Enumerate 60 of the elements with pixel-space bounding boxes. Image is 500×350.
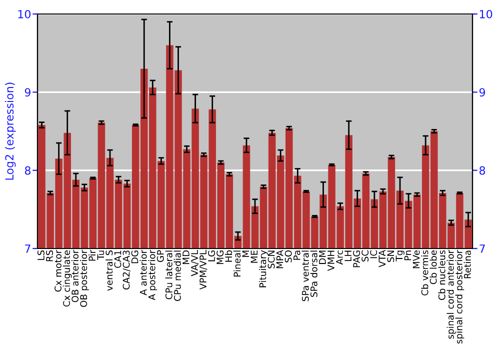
x-tick-label: spinal cord posterior (455, 250, 464, 344)
x-tick-label: IC (370, 250, 378, 258)
x-tick-label: CA2/CA3 (122, 250, 130, 290)
x-tick-label: Cx cingulate (62, 250, 72, 307)
y-axis-title: Log2 (expression) (4, 82, 16, 180)
y2-tick-label: 10 (480, 10, 492, 18)
x-tick-label: LH (344, 250, 352, 261)
y2-tick-label: 7 (480, 244, 485, 253)
x-tick-label: SPa dorsal (310, 250, 318, 297)
x-tick-label: Pituitary (259, 250, 268, 288)
x-tick-label: SCN (268, 250, 275, 268)
x-tick-label: LG (208, 250, 216, 262)
y2-tick-label: 8 (480, 166, 486, 175)
x-tick-label: A posterior (148, 250, 158, 300)
x-tick-label: Hb (224, 250, 232, 262)
x-tick-label: MVe (412, 250, 420, 268)
x-tick-label: A anterior (140, 250, 147, 296)
x-tick-label: SPa ventral (302, 250, 309, 302)
x-tick-label: Cx motor (54, 250, 62, 292)
x-tick-label: Pn (404, 250, 412, 260)
x-tick-label: DM (319, 250, 326, 264)
x-tick-label: Pir (88, 250, 96, 261)
x-tick-label: Cb nucleus (438, 250, 446, 300)
x-tick-label: Pineal (234, 250, 241, 276)
x-tick-label: ME (250, 250, 258, 263)
x-tick-label: MPA (276, 250, 284, 268)
x-tick-label: CA1 (114, 250, 122, 268)
y-tick-label: 7 (25, 244, 30, 253)
x-tick-label: VA/VL (191, 250, 199, 276)
x-tick-label: M (242, 250, 249, 257)
x-tick-label: Tu (97, 250, 104, 260)
x-tick-label: GP (156, 250, 164, 262)
x-tick-label: Pa (293, 250, 300, 260)
x-tick-label: SO (284, 250, 292, 262)
y-tick-label: 8 (24, 166, 30, 175)
x-tick-label: SN (387, 250, 394, 262)
y2-tick-label: 9 (479, 88, 486, 97)
x-tick-label: DG (131, 250, 138, 264)
x-tick-label: Cb vermis (421, 250, 428, 296)
x-tick-label: SC (362, 250, 369, 262)
x-tick-label: ventral S (106, 250, 113, 291)
x-tick-label: CPu lateral (165, 250, 172, 300)
x-tick-label: OB posterior (80, 250, 89, 307)
x-tick-label: Retina (464, 250, 471, 278)
x-tick-label: Cb lobe (430, 250, 437, 284)
x-tick-label: MG (216, 250, 224, 264)
x-tick-label: VPM/VPL (200, 250, 208, 290)
x-tick-label: Arc (336, 250, 343, 265)
x-tick-label: RS (46, 250, 53, 262)
x-tick-label: OB anterior (71, 250, 79, 302)
x-tick-label: spinal cord anterior (446, 250, 456, 339)
x-tick-label: MD (182, 250, 190, 264)
x-tick-label: VTA (378, 250, 386, 268)
x-tick-label: CPu medial (174, 250, 181, 301)
x-tick-label: VMH (328, 250, 334, 271)
x-tick-label: LS (37, 250, 44, 260)
x-tick-label: Tg (396, 250, 404, 262)
x-tick-label: PAG (353, 250, 360, 268)
y-tick-label: 10 (18, 10, 31, 18)
y-tick-label: 9 (24, 88, 30, 97)
